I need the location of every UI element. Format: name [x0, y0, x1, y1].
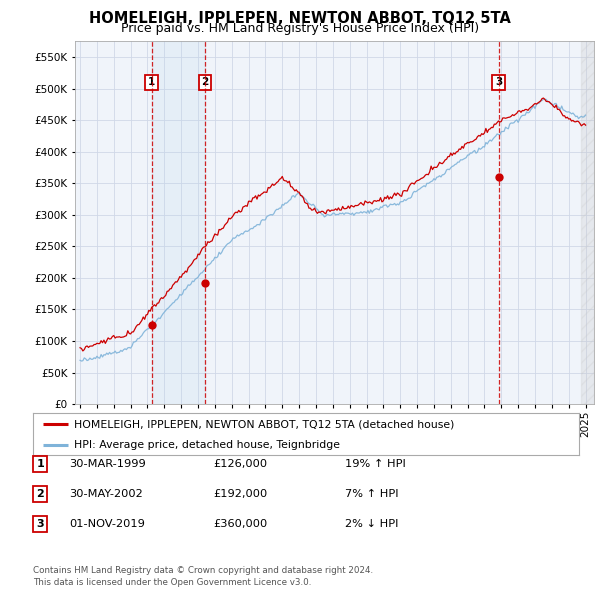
Bar [152, 41, 205, 404]
Text: 30-MAY-2002: 30-MAY-2002 [69, 489, 143, 499]
Text: Contains HM Land Registry data © Crown copyright and database right 2024.
This d: Contains HM Land Registry data © Crown c… [33, 566, 373, 587]
Text: HOMELEIGH, IPPLEPEN, NEWTON ABBOT, TQ12 5TA (detached house): HOMELEIGH, IPPLEPEN, NEWTON ABBOT, TQ12 … [74, 419, 454, 430]
Bar [581, 41, 594, 404]
Text: £360,000: £360,000 [213, 519, 267, 529]
Text: 2: 2 [202, 77, 209, 87]
Text: 3: 3 [495, 77, 502, 87]
Text: 3: 3 [37, 519, 44, 529]
Text: HOMELEIGH, IPPLEPEN, NEWTON ABBOT, TQ12 5TA: HOMELEIGH, IPPLEPEN, NEWTON ABBOT, TQ12 … [89, 11, 511, 25]
Text: 2% ↓ HPI: 2% ↓ HPI [345, 519, 398, 529]
Text: 1: 1 [37, 460, 44, 469]
Text: Price paid vs. HM Land Registry's House Price Index (HPI): Price paid vs. HM Land Registry's House … [121, 22, 479, 35]
Text: 1: 1 [148, 77, 155, 87]
Text: 7% ↑ HPI: 7% ↑ HPI [345, 489, 398, 499]
Text: 2: 2 [37, 489, 44, 499]
Text: 01-NOV-2019: 01-NOV-2019 [69, 519, 145, 529]
Text: 19% ↑ HPI: 19% ↑ HPI [345, 460, 406, 469]
Text: 30-MAR-1999: 30-MAR-1999 [69, 460, 146, 469]
Text: HPI: Average price, detached house, Teignbridge: HPI: Average price, detached house, Teig… [74, 440, 340, 450]
Text: £192,000: £192,000 [213, 489, 267, 499]
Text: £126,000: £126,000 [213, 460, 267, 469]
